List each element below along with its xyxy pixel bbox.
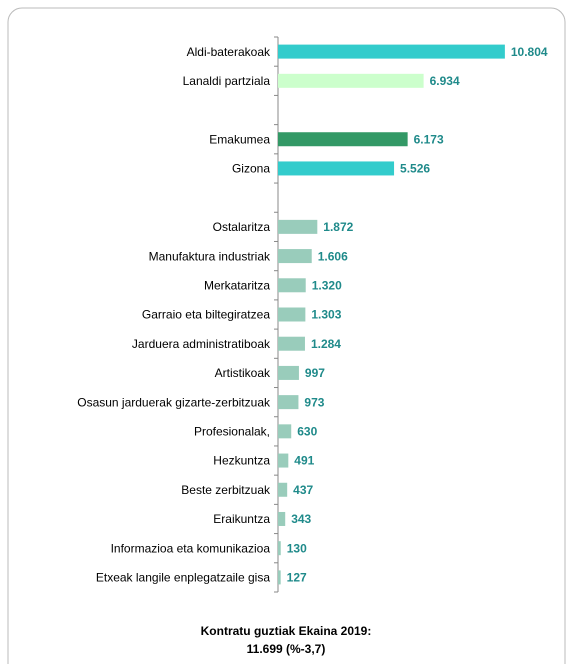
bar bbox=[278, 395, 299, 410]
value-label: 1.303 bbox=[311, 308, 341, 322]
category-label: Etxeak langile enplegatzaile gisa bbox=[96, 571, 270, 585]
value-label: 997 bbox=[305, 366, 325, 380]
value-label: 1.872 bbox=[323, 220, 353, 234]
value-label: 6.934 bbox=[430, 74, 460, 88]
bar bbox=[278, 453, 289, 468]
category-label: Informazioa eta komunikazioa bbox=[111, 541, 271, 555]
bar bbox=[278, 424, 292, 439]
bar bbox=[278, 73, 424, 88]
value-label: 5.526 bbox=[400, 162, 430, 176]
bar bbox=[278, 278, 306, 293]
bar bbox=[278, 307, 306, 322]
value-label: 1.320 bbox=[312, 278, 342, 292]
category-label: Merkataritza bbox=[204, 278, 270, 292]
category-label: Gizona bbox=[232, 162, 270, 176]
value-label: 630 bbox=[297, 425, 317, 439]
category-label: Manufaktura industriak bbox=[149, 249, 271, 263]
bar bbox=[278, 249, 312, 264]
category-label: Osasun jarduerak gizarte-zerbitzuak bbox=[77, 395, 271, 409]
value-label: 6.173 bbox=[414, 132, 444, 146]
category-label: Emakumea bbox=[209, 132, 270, 146]
bar bbox=[278, 511, 286, 526]
footer-line-2: 11.699 (%-3,7) bbox=[247, 642, 326, 656]
category-label: Artistikoak bbox=[215, 366, 271, 380]
category-label: Lanaldi partziala bbox=[183, 74, 271, 88]
bar bbox=[278, 336, 305, 351]
bar bbox=[278, 541, 281, 556]
category-label: Aldi-baterakoak bbox=[187, 45, 271, 59]
category-label: Jarduera administratiboak bbox=[132, 337, 271, 351]
category-label: Beste zerbitzuak bbox=[181, 483, 271, 497]
value-label: 127 bbox=[287, 571, 307, 585]
category-label: Eraikuntza bbox=[213, 512, 270, 526]
bar bbox=[278, 570, 281, 585]
value-label: 1.284 bbox=[311, 337, 341, 351]
footer-line-1: Kontratu guztiak Ekaina 2019: bbox=[201, 624, 372, 638]
category-label: Garraio eta biltegiratzea bbox=[142, 308, 270, 322]
bar bbox=[278, 219, 318, 234]
panel bbox=[7, 7, 566, 664]
category-label: Hezkuntza bbox=[213, 454, 270, 468]
value-label: 10.804 bbox=[511, 45, 548, 59]
value-label: 130 bbox=[287, 541, 307, 555]
category-label: Profesionalak, bbox=[194, 425, 270, 439]
value-label: 973 bbox=[304, 395, 324, 409]
bar bbox=[278, 132, 408, 147]
value-label: 1.606 bbox=[318, 249, 348, 263]
bar bbox=[278, 365, 299, 380]
value-label: 491 bbox=[294, 454, 314, 468]
bar bbox=[278, 161, 395, 176]
value-label: 437 bbox=[293, 483, 313, 497]
bar bbox=[278, 44, 505, 59]
category-label: Ostalaritza bbox=[213, 220, 271, 234]
value-label: 343 bbox=[291, 512, 311, 526]
bar bbox=[278, 482, 288, 497]
